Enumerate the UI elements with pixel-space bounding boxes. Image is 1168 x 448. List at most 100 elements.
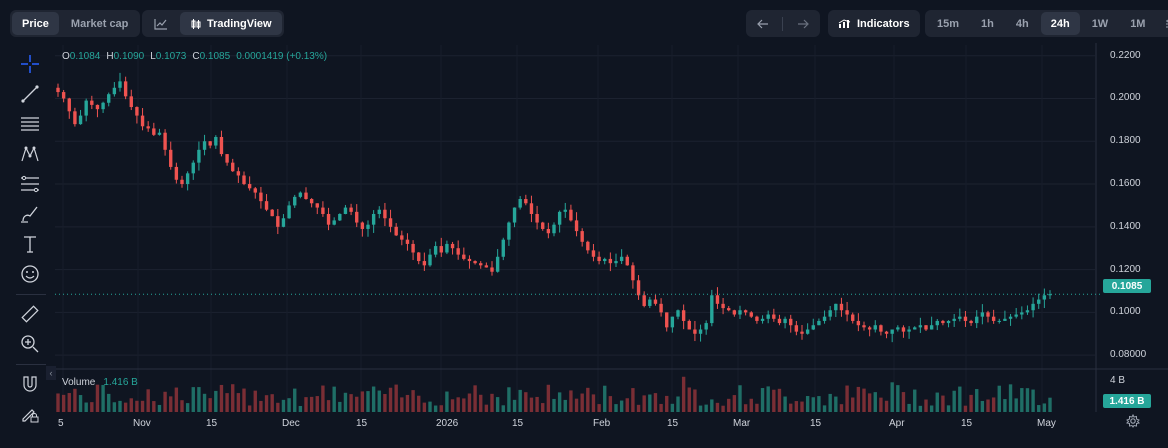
candle-body xyxy=(428,254,432,266)
tab-price[interactable]: Price xyxy=(12,12,59,35)
candle-body xyxy=(546,228,551,234)
tools-divider xyxy=(16,364,46,365)
arrow-right-icon xyxy=(798,19,809,28)
candle-body xyxy=(648,299,652,306)
volume-bar xyxy=(90,402,94,412)
tab-market-cap[interactable]: Market cap xyxy=(70,17,129,30)
volume-bar xyxy=(659,403,663,412)
candle-body xyxy=(101,102,105,110)
volume-bar xyxy=(552,398,556,412)
candle-body xyxy=(467,258,472,262)
candle-body xyxy=(276,216,280,227)
volume-value: 1.416 B xyxy=(103,377,138,388)
volume-bar xyxy=(991,397,996,412)
candle-body xyxy=(259,192,263,202)
smiley-icon xyxy=(21,265,39,283)
x-tick-label: 15 xyxy=(206,418,218,429)
line-chart-button[interactable] xyxy=(144,12,178,35)
candle-body xyxy=(287,205,291,219)
horizontal-lines-icon xyxy=(21,117,39,131)
zoom-tool[interactable] xyxy=(18,332,42,356)
tradingview-button[interactable]: TradingView xyxy=(180,12,282,35)
pattern-tool[interactable] xyxy=(18,142,42,166)
volume-bar xyxy=(253,390,257,412)
trend-line-tool[interactable] xyxy=(18,82,42,106)
volume-bar xyxy=(1020,388,1024,412)
ruler-tool[interactable] xyxy=(18,302,42,326)
volume-bar xyxy=(146,389,150,412)
brush-tool[interactable] xyxy=(18,202,42,226)
candle-body xyxy=(991,316,996,321)
interval-4h[interactable]: 4h xyxy=(1015,17,1029,30)
volume-bar xyxy=(264,395,269,412)
volume-bar xyxy=(789,403,793,412)
candle-body xyxy=(236,171,241,176)
candle-body xyxy=(473,261,477,264)
interval-1m[interactable]: 1M xyxy=(1130,17,1146,30)
text-tool[interactable] xyxy=(18,232,42,256)
volume-bar xyxy=(101,384,105,412)
candle-body xyxy=(191,162,195,174)
candle-body xyxy=(123,81,128,97)
volume-bar xyxy=(338,401,342,412)
candle-body xyxy=(67,98,71,112)
interval-24h[interactable]: 24h xyxy=(1040,12,1080,35)
lock-drawings-tool[interactable] xyxy=(18,402,42,426)
candle-body xyxy=(828,310,832,317)
candle-body xyxy=(202,141,207,150)
fib-tool[interactable] xyxy=(18,172,42,196)
volume-bar xyxy=(721,405,725,412)
undo-button[interactable] xyxy=(751,12,775,35)
volume-bar xyxy=(1048,397,1052,412)
candle-body xyxy=(411,243,415,253)
volume-bar xyxy=(676,396,680,412)
volume-bar xyxy=(524,392,528,412)
candle-body xyxy=(963,316,968,321)
volume-bar xyxy=(862,388,866,412)
pencil-lock-icon xyxy=(22,409,39,423)
emoji-tool[interactable] xyxy=(18,262,42,286)
volume-bar xyxy=(896,385,900,412)
crosshair-tool[interactable] xyxy=(18,52,42,76)
candle-body xyxy=(642,295,646,306)
candle-body xyxy=(738,310,742,315)
volume-tag: 1.416 B xyxy=(1103,394,1151,408)
candle-body xyxy=(873,325,877,330)
volume-bar xyxy=(507,387,511,412)
interval-1h[interactable]: 1h xyxy=(981,17,994,30)
candle-body xyxy=(185,173,190,185)
candle-body xyxy=(980,312,985,317)
volume-label: Volume xyxy=(62,377,96,388)
change-value: 0.0001419 (+0.13%) xyxy=(236,51,328,62)
volume-bar xyxy=(129,398,133,412)
volume-bar xyxy=(293,388,297,412)
volume-bar xyxy=(603,385,607,412)
horizontal-lines-tool[interactable] xyxy=(18,112,42,136)
x-tick-label: Apr xyxy=(889,418,905,429)
candle-body xyxy=(608,258,613,264)
gear-icon[interactable] xyxy=(1126,414,1140,428)
candle-body xyxy=(231,162,235,172)
volume-bar xyxy=(1037,405,1041,412)
volume-bar xyxy=(783,396,787,412)
candle-body xyxy=(304,192,308,200)
candle-body xyxy=(794,325,799,332)
high-key: H xyxy=(106,51,114,62)
undo-redo-group xyxy=(746,10,820,37)
volume-bar xyxy=(901,392,906,412)
collapse-toolbar-button[interactable]: ‹ xyxy=(46,366,56,380)
volume-bar xyxy=(450,399,455,412)
magnet-tool[interactable] xyxy=(18,372,42,396)
x-tick-label: May xyxy=(1037,418,1056,429)
indicators-button[interactable]: Indicators xyxy=(830,12,918,35)
volume-bar xyxy=(805,396,810,412)
candle-body xyxy=(580,231,584,242)
redo-button[interactable] xyxy=(791,12,815,35)
ohlc-legend: O0.1084 H0.1090 L0.1073 C0.1085 0.000141… xyxy=(62,51,327,62)
fib-retracement-icon xyxy=(21,175,39,193)
interval-15m[interactable]: 15m xyxy=(937,17,960,30)
candle-body xyxy=(349,207,353,212)
interval-1w[interactable]: 1W xyxy=(1091,17,1109,30)
volume-legend: Volume 1.416 B xyxy=(62,377,138,388)
